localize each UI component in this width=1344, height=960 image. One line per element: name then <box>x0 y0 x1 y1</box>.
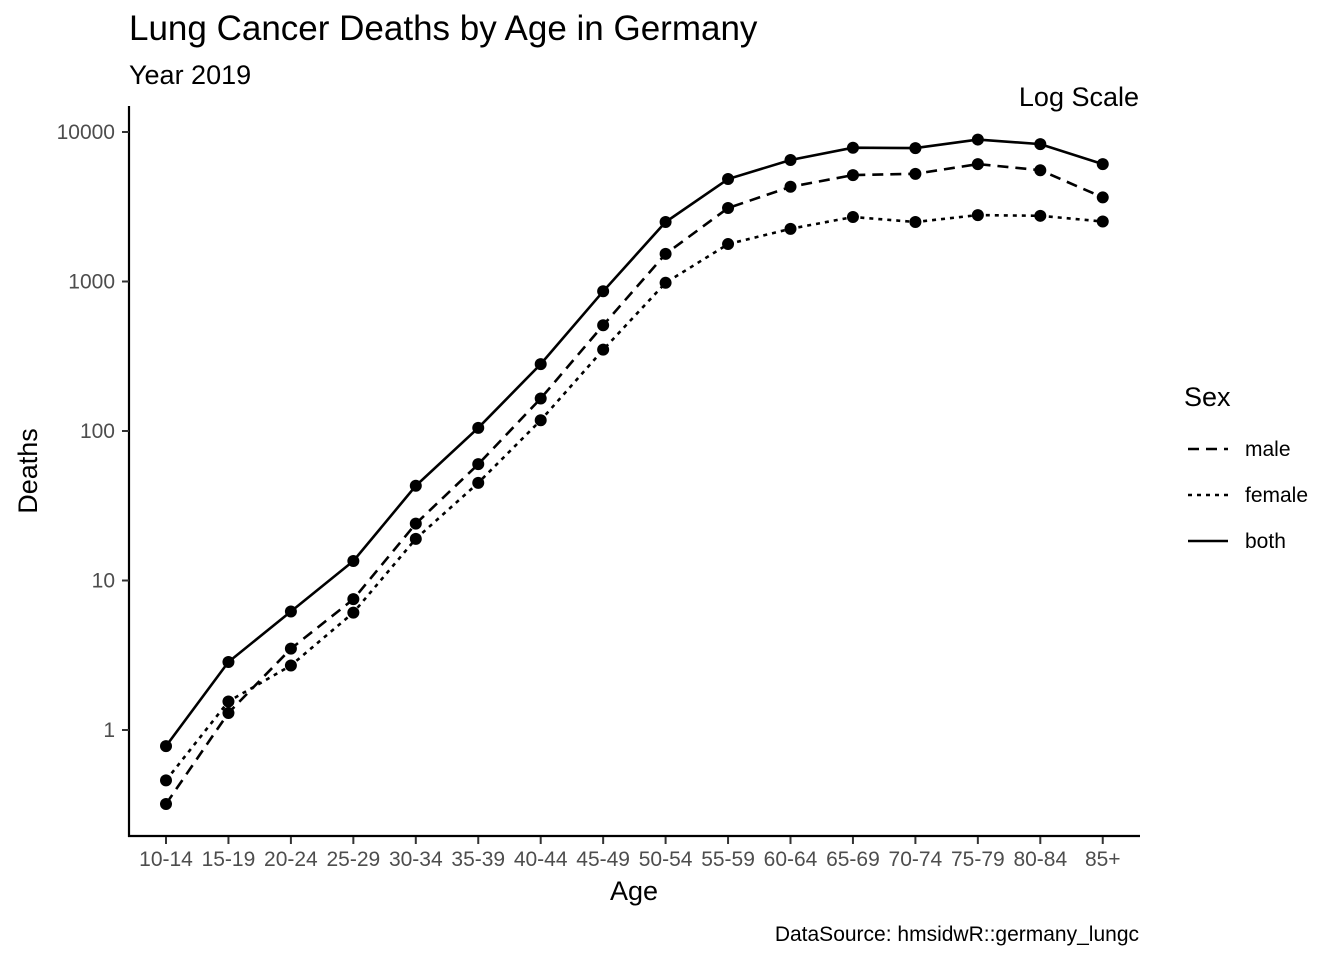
x-tick-label: 85+ <box>1085 848 1121 871</box>
data-point-male <box>534 392 547 405</box>
data-point-male <box>1096 191 1109 204</box>
chart-caption: DataSource: hmsidwR::germany_lungc <box>775 923 1139 946</box>
data-point-female <box>1096 215 1109 228</box>
x-tick-label: 40-44 <box>514 848 568 871</box>
data-point-male <box>659 247 672 260</box>
data-point-female <box>160 774 172 787</box>
y-axis-title: Deaths <box>13 428 43 514</box>
data-point-female <box>597 343 610 356</box>
data-point-both <box>597 285 610 298</box>
x-tick-label: 25-29 <box>326 848 380 871</box>
x-tick-label: 60-64 <box>764 848 818 871</box>
x-tick-label: 80-84 <box>1013 848 1067 871</box>
data-point-both <box>347 555 360 568</box>
x-tick-label: 75-79 <box>951 848 1005 871</box>
data-point-female <box>722 238 735 251</box>
legend-label-both: both <box>1245 530 1286 553</box>
data-point-both <box>409 479 422 492</box>
x-tick-label: 65-69 <box>826 848 880 871</box>
data-point-female <box>846 211 859 224</box>
series-line-both <box>164 138 1104 747</box>
data-point-both <box>659 216 672 229</box>
y-tick-label: 10000 <box>57 121 115 144</box>
data-point-male <box>1034 164 1047 177</box>
data-point-male <box>284 642 297 655</box>
data-point-both <box>1034 138 1047 151</box>
series-line-male <box>164 162 1104 805</box>
data-point-female <box>347 606 360 619</box>
data-point-female <box>409 532 422 545</box>
data-point-male <box>409 517 422 530</box>
legend-label-female: female <box>1245 484 1308 507</box>
data-point-male <box>347 593 360 606</box>
y-tick-label: 10 <box>92 570 115 593</box>
data-point-both <box>160 740 172 753</box>
log-scale-annotation: Log Scale <box>1019 82 1139 112</box>
series-line-female <box>164 213 1103 782</box>
data-point-both <box>1096 158 1109 171</box>
legend-items: male female both <box>1188 438 1308 553</box>
data-point-male <box>472 458 485 471</box>
x-tick-label: 45-49 <box>576 848 630 871</box>
x-tick-label: 15-19 <box>202 848 256 871</box>
data-point-female <box>284 659 297 672</box>
data-point-male <box>722 202 735 215</box>
data-point-male <box>784 180 797 193</box>
data-point-female <box>222 695 235 708</box>
legend-title: Sex <box>1184 382 1231 412</box>
data-point-both <box>971 133 984 146</box>
legend: Sex male female both <box>1184 382 1308 553</box>
data-point-both <box>472 421 485 434</box>
data-point-both <box>846 141 859 154</box>
data-point-female <box>472 476 485 489</box>
chart-subtitle: Year 2019 <box>129 60 251 90</box>
data-point-female <box>909 216 922 229</box>
x-tick-label: 10-14 <box>139 848 193 871</box>
data-point-both <box>784 153 797 166</box>
data-point-male <box>909 167 922 180</box>
data-point-female <box>534 414 547 427</box>
data-point-male <box>222 706 235 719</box>
y-tick-label: 1 <box>103 719 115 742</box>
data-point-female <box>1034 209 1047 222</box>
data-point-male <box>160 797 172 810</box>
data-point-female <box>784 222 797 235</box>
series-points <box>160 133 1109 810</box>
x-ticks: 10-14 15-19 20-24 25-29 30-34 35-39 40-44 45-49… <box>139 837 1121 871</box>
legend-label-male: male <box>1245 438 1291 461</box>
x-tick-label: 35-39 <box>451 848 505 871</box>
data-point-both <box>909 142 922 155</box>
data-point-both <box>722 172 735 185</box>
data-point-male <box>971 158 984 171</box>
data-point-female <box>971 209 984 222</box>
data-point-both <box>222 656 235 669</box>
x-tick-label: 50-54 <box>639 848 693 871</box>
data-point-female <box>659 276 672 289</box>
x-tick-label: 70-74 <box>889 848 943 871</box>
data-point-both <box>534 358 547 371</box>
data-point-male <box>597 319 610 332</box>
data-point-male <box>846 169 859 182</box>
x-tick-label: 30-34 <box>389 848 443 871</box>
series-lines <box>164 138 1104 805</box>
chart-title: Lung Cancer Deaths by Age in Germany <box>129 9 758 48</box>
data-point-both <box>284 605 297 618</box>
x-tick-label: 55-59 <box>701 848 755 871</box>
plot-area: 1 10 100 1000 10000 10-14 15-19 20-24 25-29 30-3… <box>57 106 1140 871</box>
y-tick-label: 1000 <box>68 271 115 294</box>
x-axis-title: Age <box>610 876 658 906</box>
y-tick-label: 100 <box>80 420 115 443</box>
x-tick-label: 20-24 <box>264 848 318 871</box>
y-ticks: 1 10 100 1000 10000 <box>57 121 129 742</box>
